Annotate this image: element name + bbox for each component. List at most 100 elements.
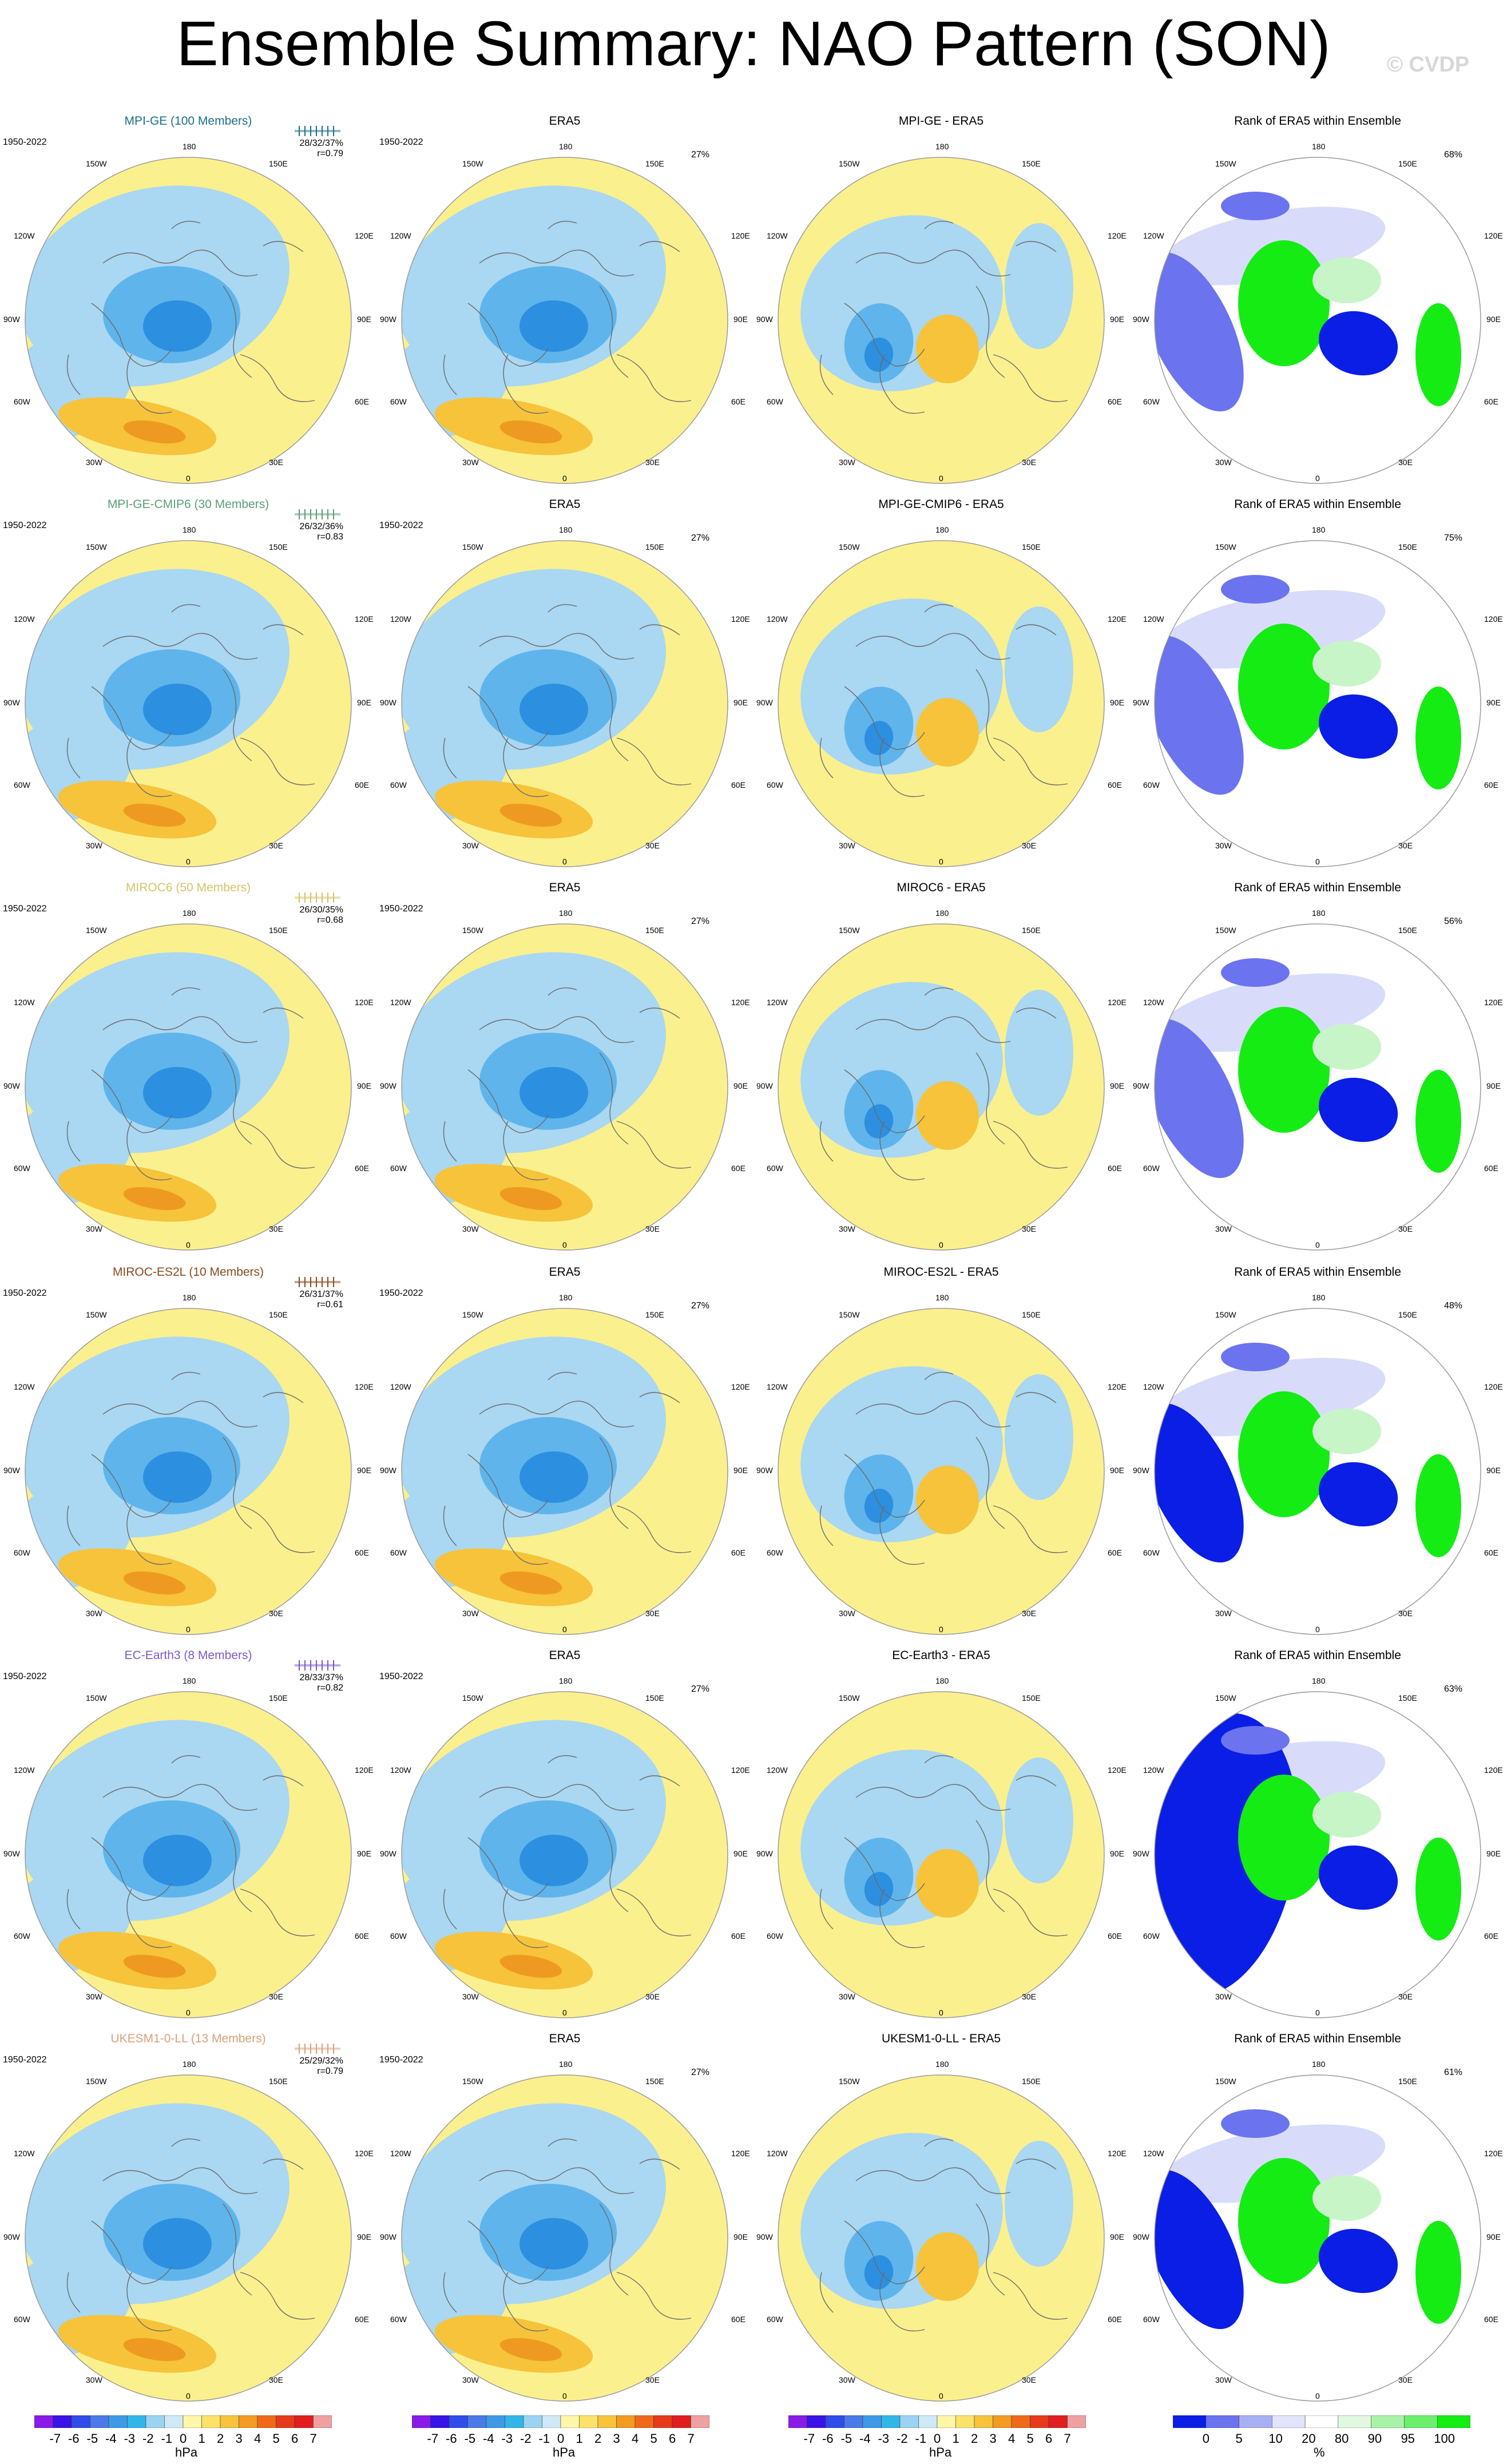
colorbar-tick-label: -7 <box>803 2431 815 2446</box>
coastline <box>855 1016 1011 1043</box>
coastline <box>91 1454 172 1518</box>
longitude-label: 90E <box>1486 315 1501 324</box>
coastline <box>879 1121 925 1181</box>
coastline <box>66 1505 81 1546</box>
panel-title: ERA5 <box>549 1265 581 1279</box>
coastline <box>467 686 549 750</box>
longitude-label: 60W <box>390 2315 407 2324</box>
longitude-label: 90E <box>1110 1081 1124 1090</box>
positive-anomaly <box>123 1954 186 1978</box>
longitude-label: 120W <box>14 998 35 1007</box>
variance-explained: 27% <box>691 150 710 160</box>
longitude-label: 90E <box>357 1849 371 1858</box>
coastline <box>66 2272 81 2313</box>
coastline <box>879 1888 925 1949</box>
polar-map <box>401 1308 728 1635</box>
map-field <box>778 1308 1104 1634</box>
coastline <box>171 221 201 229</box>
coastline <box>467 1837 549 1901</box>
longitude-label: 30E <box>1022 1609 1036 1618</box>
colorbar-unit: hPa <box>175 2445 198 2459</box>
longitude-label: 120W <box>390 231 411 240</box>
coastline <box>223 1437 252 1529</box>
map-boundary <box>25 157 352 484</box>
map-field <box>1155 1308 1481 1634</box>
panel-diff: MIROC6 - ERA5 180 150W 150E 120W 120E 90W 90E 60… <box>753 881 1129 1259</box>
pc-stats: 28/33/37% <box>299 1673 343 1683</box>
longitude-label: 60W <box>767 1931 783 1941</box>
coastline <box>263 241 304 252</box>
longitude-label: 0 <box>562 474 567 483</box>
colorbar-tick-label: 6 <box>291 2431 299 2446</box>
rank-percent: 68% <box>1444 150 1463 160</box>
panel-title: UKESM1-0-LL (13 Members) <box>110 2032 266 2045</box>
longitude-label: 30W <box>86 1992 102 2001</box>
longitude-label: 60E <box>731 1931 745 1941</box>
longitude-label: 120W <box>1143 1382 1164 1391</box>
coastline <box>993 354 1068 402</box>
colorbar-swatch <box>1304 2415 1339 2428</box>
longitude-label: 150E <box>1398 2077 1417 2086</box>
longitude-label: 60W <box>14 1548 30 1557</box>
longitude-label: 90W <box>756 2232 773 2241</box>
panel-rank: Rank of ERA5 within Ensemble 180 150W 150E 1… <box>1129 2032 1506 2410</box>
positive-anomaly <box>916 1081 979 1150</box>
longitude-label: 0 <box>939 474 943 483</box>
rank-green-region <box>1238 624 1330 749</box>
longitude-label: 150W <box>839 542 860 551</box>
coastline <box>479 249 634 277</box>
polar-map <box>1154 157 1481 484</box>
longitude-label: 120W <box>767 1382 788 1391</box>
panel-rank: Rank of ERA5 within Ensemble 180 150W 150E 1… <box>1129 498 1506 875</box>
longitude-label: 90E <box>1486 1466 1501 1475</box>
colorbar-swatch <box>955 2415 975 2428</box>
colorbar-tick-label: -6 <box>446 2431 457 2446</box>
coastline <box>639 1392 680 1403</box>
map-boundary <box>778 1691 1105 2018</box>
coastline <box>844 303 925 367</box>
coastline <box>924 1372 954 1380</box>
longitude-label: 90W <box>380 698 396 707</box>
longitude-label: 150E <box>645 2077 664 2086</box>
longitude-label: 60E <box>1108 397 1122 406</box>
longitude-label: 180 <box>183 2060 196 2069</box>
longitude-label: 180 <box>935 908 949 918</box>
longitude-label: 120E <box>355 1765 374 1775</box>
polar-map <box>778 2074 1105 2402</box>
longitude-label: 90W <box>1133 1466 1149 1475</box>
coastline <box>975 285 1005 378</box>
map-field <box>25 541 351 867</box>
panel-title: UKESM1-0-LL - ERA5 <box>881 2032 1001 2045</box>
coastline <box>844 1454 925 1518</box>
map-field <box>1155 1692 1481 2018</box>
longitude-label: 150W <box>86 1693 107 1703</box>
positive-anomaly <box>499 1187 562 1211</box>
colorbar-swatch <box>1011 2415 1030 2428</box>
longitude-label: 120W <box>390 614 411 624</box>
coastline <box>240 1505 315 1553</box>
longitude-label: 30E <box>1398 841 1413 850</box>
panel-title: EC-Earth3 (8 Members) <box>124 1649 252 1662</box>
longitude-label: 30E <box>645 1224 660 1233</box>
map-field <box>402 1308 728 1634</box>
colorbar-swatch <box>257 2415 276 2428</box>
coastline <box>639 241 680 252</box>
positive-anomaly <box>499 803 562 827</box>
map-field <box>25 157 351 483</box>
map-boundary <box>25 540 352 867</box>
coastline <box>599 669 629 761</box>
rank-green-region <box>1312 641 1381 687</box>
period-label: 1950-2022 <box>3 2055 47 2065</box>
longitude-label: 90W <box>1133 1081 1149 1090</box>
coastline <box>548 1755 577 1764</box>
colorbar-swatch <box>239 2415 258 2428</box>
longitude-label: 120E <box>355 231 374 240</box>
rank-blue-region <box>1318 694 1398 759</box>
longitude-label: 120E <box>355 614 374 624</box>
coastline <box>91 686 172 750</box>
map-boundary <box>25 2074 352 2402</box>
negative-anomaly <box>519 684 588 735</box>
variance-explained: 27% <box>691 1684 710 1694</box>
longitude-label: 60W <box>14 1164 30 1173</box>
longitude-label: 90E <box>1110 2232 1124 2241</box>
